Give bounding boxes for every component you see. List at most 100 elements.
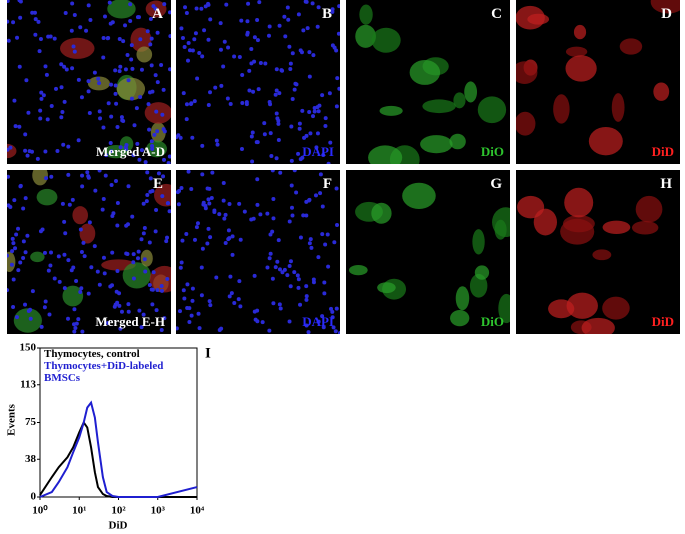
nucleus (212, 208, 217, 213)
x-tick-label: 10³ (151, 505, 166, 517)
panel-caption: Merged E-H (95, 314, 165, 329)
cell (581, 317, 615, 334)
nucleus (219, 83, 224, 88)
nucleus (182, 296, 187, 301)
nucleus (236, 297, 241, 302)
nucleus (141, 231, 146, 236)
nucleus (203, 206, 208, 211)
nucleus (62, 286, 67, 291)
nucleus (262, 132, 267, 137)
nucleus (320, 232, 325, 237)
nucleus (323, 242, 328, 247)
nucleus (66, 144, 71, 149)
nucleus (43, 64, 48, 69)
nucleus (267, 24, 272, 29)
cell (402, 182, 436, 210)
nucleus (125, 222, 130, 227)
legend-entry: Thymocytes+DiD-labeled BMSCs (44, 360, 164, 384)
cell (494, 219, 507, 240)
nucleus (167, 154, 171, 159)
y-tick-label: 113 (20, 378, 36, 390)
nucleus (311, 280, 316, 285)
nucleus (117, 37, 122, 42)
nucleus (162, 316, 167, 321)
nucleus (330, 9, 335, 14)
nucleus (208, 303, 213, 308)
nucleus (62, 99, 67, 104)
nucleus (23, 196, 28, 201)
nucleus (80, 173, 85, 178)
nucleus (153, 73, 158, 78)
nucleus (161, 174, 166, 179)
nucleus (14, 315, 19, 320)
nucleus (274, 111, 279, 116)
nucleus (315, 131, 320, 136)
cell (62, 285, 84, 307)
nucleus (85, 170, 90, 175)
nucleus (70, 66, 75, 71)
nucleus (260, 320, 265, 325)
nucleus (202, 28, 207, 33)
nucleus (267, 100, 272, 105)
nucleus (205, 241, 210, 246)
nucleus (267, 256, 272, 261)
cell (548, 299, 575, 319)
cell (371, 202, 392, 224)
nucleus (215, 142, 220, 147)
nucleus (52, 276, 57, 281)
nucleus (160, 194, 165, 199)
nucleus (73, 325, 78, 330)
nucleus (247, 88, 252, 93)
nucleus (238, 304, 243, 309)
nucleus (125, 52, 130, 57)
nucleus (225, 96, 230, 101)
nucleus (182, 44, 187, 49)
nucleus (126, 309, 131, 314)
nucleus (179, 260, 184, 265)
x-tick-label: 10¹ (72, 505, 86, 517)
nucleus (242, 209, 247, 214)
nucleus (208, 90, 213, 95)
nucleus (101, 197, 106, 202)
nucleus (206, 37, 211, 42)
nucleus (110, 20, 115, 25)
nucleus (49, 250, 54, 255)
nucleus (162, 2, 167, 7)
nucleus (108, 141, 113, 146)
nucleus (39, 96, 44, 101)
cell (592, 249, 612, 261)
nucleus (332, 240, 337, 245)
nucleus (239, 18, 244, 23)
nucleus (187, 320, 192, 325)
nucleus (277, 267, 282, 272)
nucleus (137, 157, 142, 162)
nucleus (285, 273, 290, 278)
cell (474, 265, 490, 280)
nucleus (274, 67, 279, 72)
nucleus (207, 299, 212, 304)
nucleus (214, 138, 219, 143)
nucleus (134, 106, 139, 111)
nucleus (333, 329, 338, 334)
cell (560, 218, 595, 245)
nucleus (252, 35, 257, 40)
nucleus (336, 31, 340, 36)
nucleus (275, 259, 280, 264)
nucleus (208, 235, 213, 240)
nucleus (290, 51, 295, 56)
nucleus (326, 264, 331, 269)
nucleus (190, 286, 195, 291)
nucleus (161, 157, 166, 162)
nucleus (59, 115, 64, 120)
nucleus (280, 270, 285, 275)
nucleus (304, 213, 309, 218)
cell (79, 223, 96, 244)
nucleus (288, 61, 293, 66)
nucleus (273, 92, 278, 97)
nucleus (178, 265, 183, 270)
nucleus (76, 317, 81, 322)
panel-letter: C (491, 6, 502, 22)
nucleus (101, 35, 106, 40)
nucleus (304, 284, 309, 289)
nucleus (179, 26, 184, 31)
